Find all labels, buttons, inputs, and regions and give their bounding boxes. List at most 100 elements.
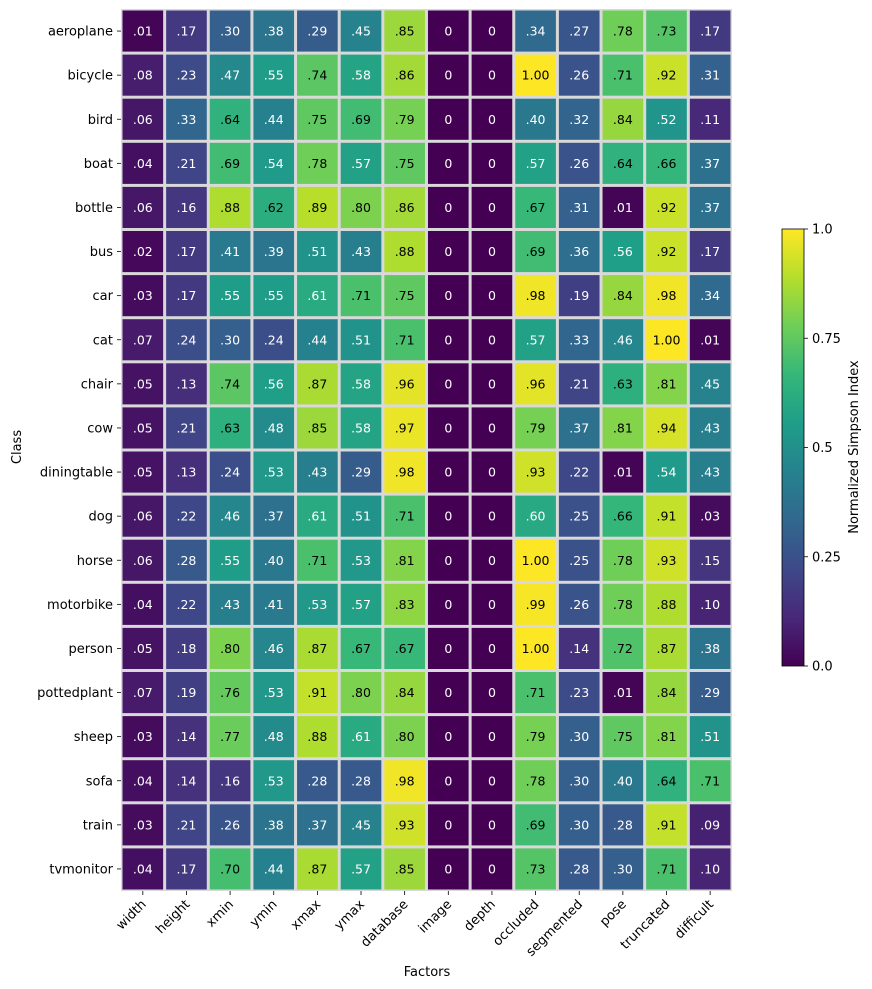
heatmap-cell [297, 142, 338, 184]
cell-value-label: .40 [613, 773, 633, 788]
cell-value-label: .85 [395, 24, 415, 39]
cell-value-label: .14 [177, 773, 197, 788]
heatmap-cell [602, 275, 644, 317]
cell-value-label: .31 [700, 68, 720, 83]
cell-value-label: .41 [220, 244, 240, 259]
cell-value-label: .28 [613, 817, 633, 832]
heatmap-cell [689, 275, 731, 317]
cell-value-label: .24 [177, 332, 197, 347]
colorbar-label: Normalized Simpson Index [847, 360, 862, 534]
heatmap-cell [427, 407, 469, 449]
cell-value-label: .39 [264, 244, 284, 259]
cell-value-label: 0 [444, 112, 452, 127]
heatmap-cell [515, 186, 556, 228]
cell-value-label: .71 [657, 861, 677, 876]
cell-value-label: .29 [351, 465, 371, 480]
heatmap-cell [166, 672, 207, 714]
heatmap-cell [122, 804, 164, 846]
cell-value-label: 0 [488, 112, 496, 127]
cell-value-label: .04 [133, 773, 153, 788]
heatmap-cell [602, 539, 644, 581]
cell-value-label: .29 [307, 24, 327, 39]
heatmap-cell [427, 10, 469, 52]
cell-value-label: .07 [133, 332, 153, 347]
heatmap-cell [340, 10, 382, 52]
heatmap-cell [427, 363, 469, 405]
cell-value-label: .17 [177, 24, 197, 39]
heatmap-cell [602, 98, 644, 140]
cell-value-label: .84 [395, 685, 415, 700]
cell-value-label: .43 [351, 244, 371, 259]
cell-value-label: .81 [395, 553, 415, 568]
cell-value-label: 0 [444, 817, 452, 832]
cell-value-label: .01 [700, 332, 720, 347]
heatmap-cell [253, 363, 295, 405]
cell-value-label: .56 [613, 244, 633, 259]
x-tick-label: ymax [332, 897, 368, 933]
heatmap-cell [515, 451, 556, 493]
heatmap-cell [689, 672, 731, 714]
y-tick-label: boat [84, 157, 113, 172]
heatmap-cell [297, 231, 338, 273]
cell-value-label: .38 [264, 817, 284, 832]
heatmap-cell [646, 186, 687, 228]
cell-value-label: .23 [177, 68, 197, 83]
heatmap-cell [515, 760, 556, 802]
heatmap-cell [384, 186, 425, 228]
heatmap-cell [253, 804, 295, 846]
heatmap-cell [384, 231, 425, 273]
heatmap-cell [384, 495, 425, 537]
heatmap-cell [122, 583, 164, 625]
heatmap-cell [297, 583, 338, 625]
heatmap-cell [253, 98, 295, 140]
cell-value-label: 0 [444, 288, 452, 303]
cell-value-label: .06 [133, 112, 153, 127]
heatmap-cell [122, 451, 164, 493]
heatmap-cell [646, 716, 687, 758]
cell-value-label: .73 [657, 24, 677, 39]
heatmap-cell [340, 451, 382, 493]
cell-value-label: .81 [657, 729, 677, 744]
y-tick-label: bus [90, 245, 113, 260]
heatmap-cell [689, 627, 731, 669]
heatmap-cell [558, 98, 600, 140]
cell-value-label: .92 [657, 200, 677, 215]
heatmap-cell [602, 10, 644, 52]
cell-value-label: .69 [526, 244, 546, 259]
cell-value-label: .53 [264, 465, 284, 480]
heatmap-cell [166, 98, 207, 140]
heatmap-cell [602, 716, 644, 758]
cell-value-label: .99 [526, 597, 546, 612]
heatmap-cell [689, 142, 731, 184]
cell-value-label: .01 [613, 200, 633, 215]
heatmap-cell [297, 760, 338, 802]
heatmap-cell [558, 407, 600, 449]
heatmap-cell [471, 495, 513, 537]
heatmap-cell [253, 495, 295, 537]
cell-value-label: .45 [700, 376, 720, 391]
heatmap-cell [122, 672, 164, 714]
colorbar-tick-label: 0.0 [812, 660, 833, 675]
heatmap-cell [297, 319, 338, 361]
cell-value-label: .38 [264, 24, 284, 39]
cell-value-label: .91 [307, 685, 327, 700]
heatmap-cell [689, 54, 731, 96]
cell-value-label: .30 [220, 24, 240, 39]
cell-value-label: .23 [569, 685, 589, 700]
cell-value-label: .44 [264, 861, 284, 876]
heatmap-cell [558, 672, 600, 714]
x-tick-label: height [153, 897, 193, 937]
heatmap-cell [427, 495, 469, 537]
y-tick-label: motorbike [47, 598, 113, 613]
heatmap-cell [471, 804, 513, 846]
heatmap-cell [384, 716, 425, 758]
y-tick-label: bicycle [68, 69, 113, 84]
y-tick-label: cow [87, 421, 113, 436]
cell-value-label: .27 [569, 24, 589, 39]
y-tick-label: chair [81, 377, 114, 392]
heatmap-cell [471, 10, 513, 52]
heatmap-cell [297, 54, 338, 96]
heatmap-cell [297, 275, 338, 317]
heatmap-cell [515, 583, 556, 625]
cell-value-label: 0 [488, 729, 496, 744]
